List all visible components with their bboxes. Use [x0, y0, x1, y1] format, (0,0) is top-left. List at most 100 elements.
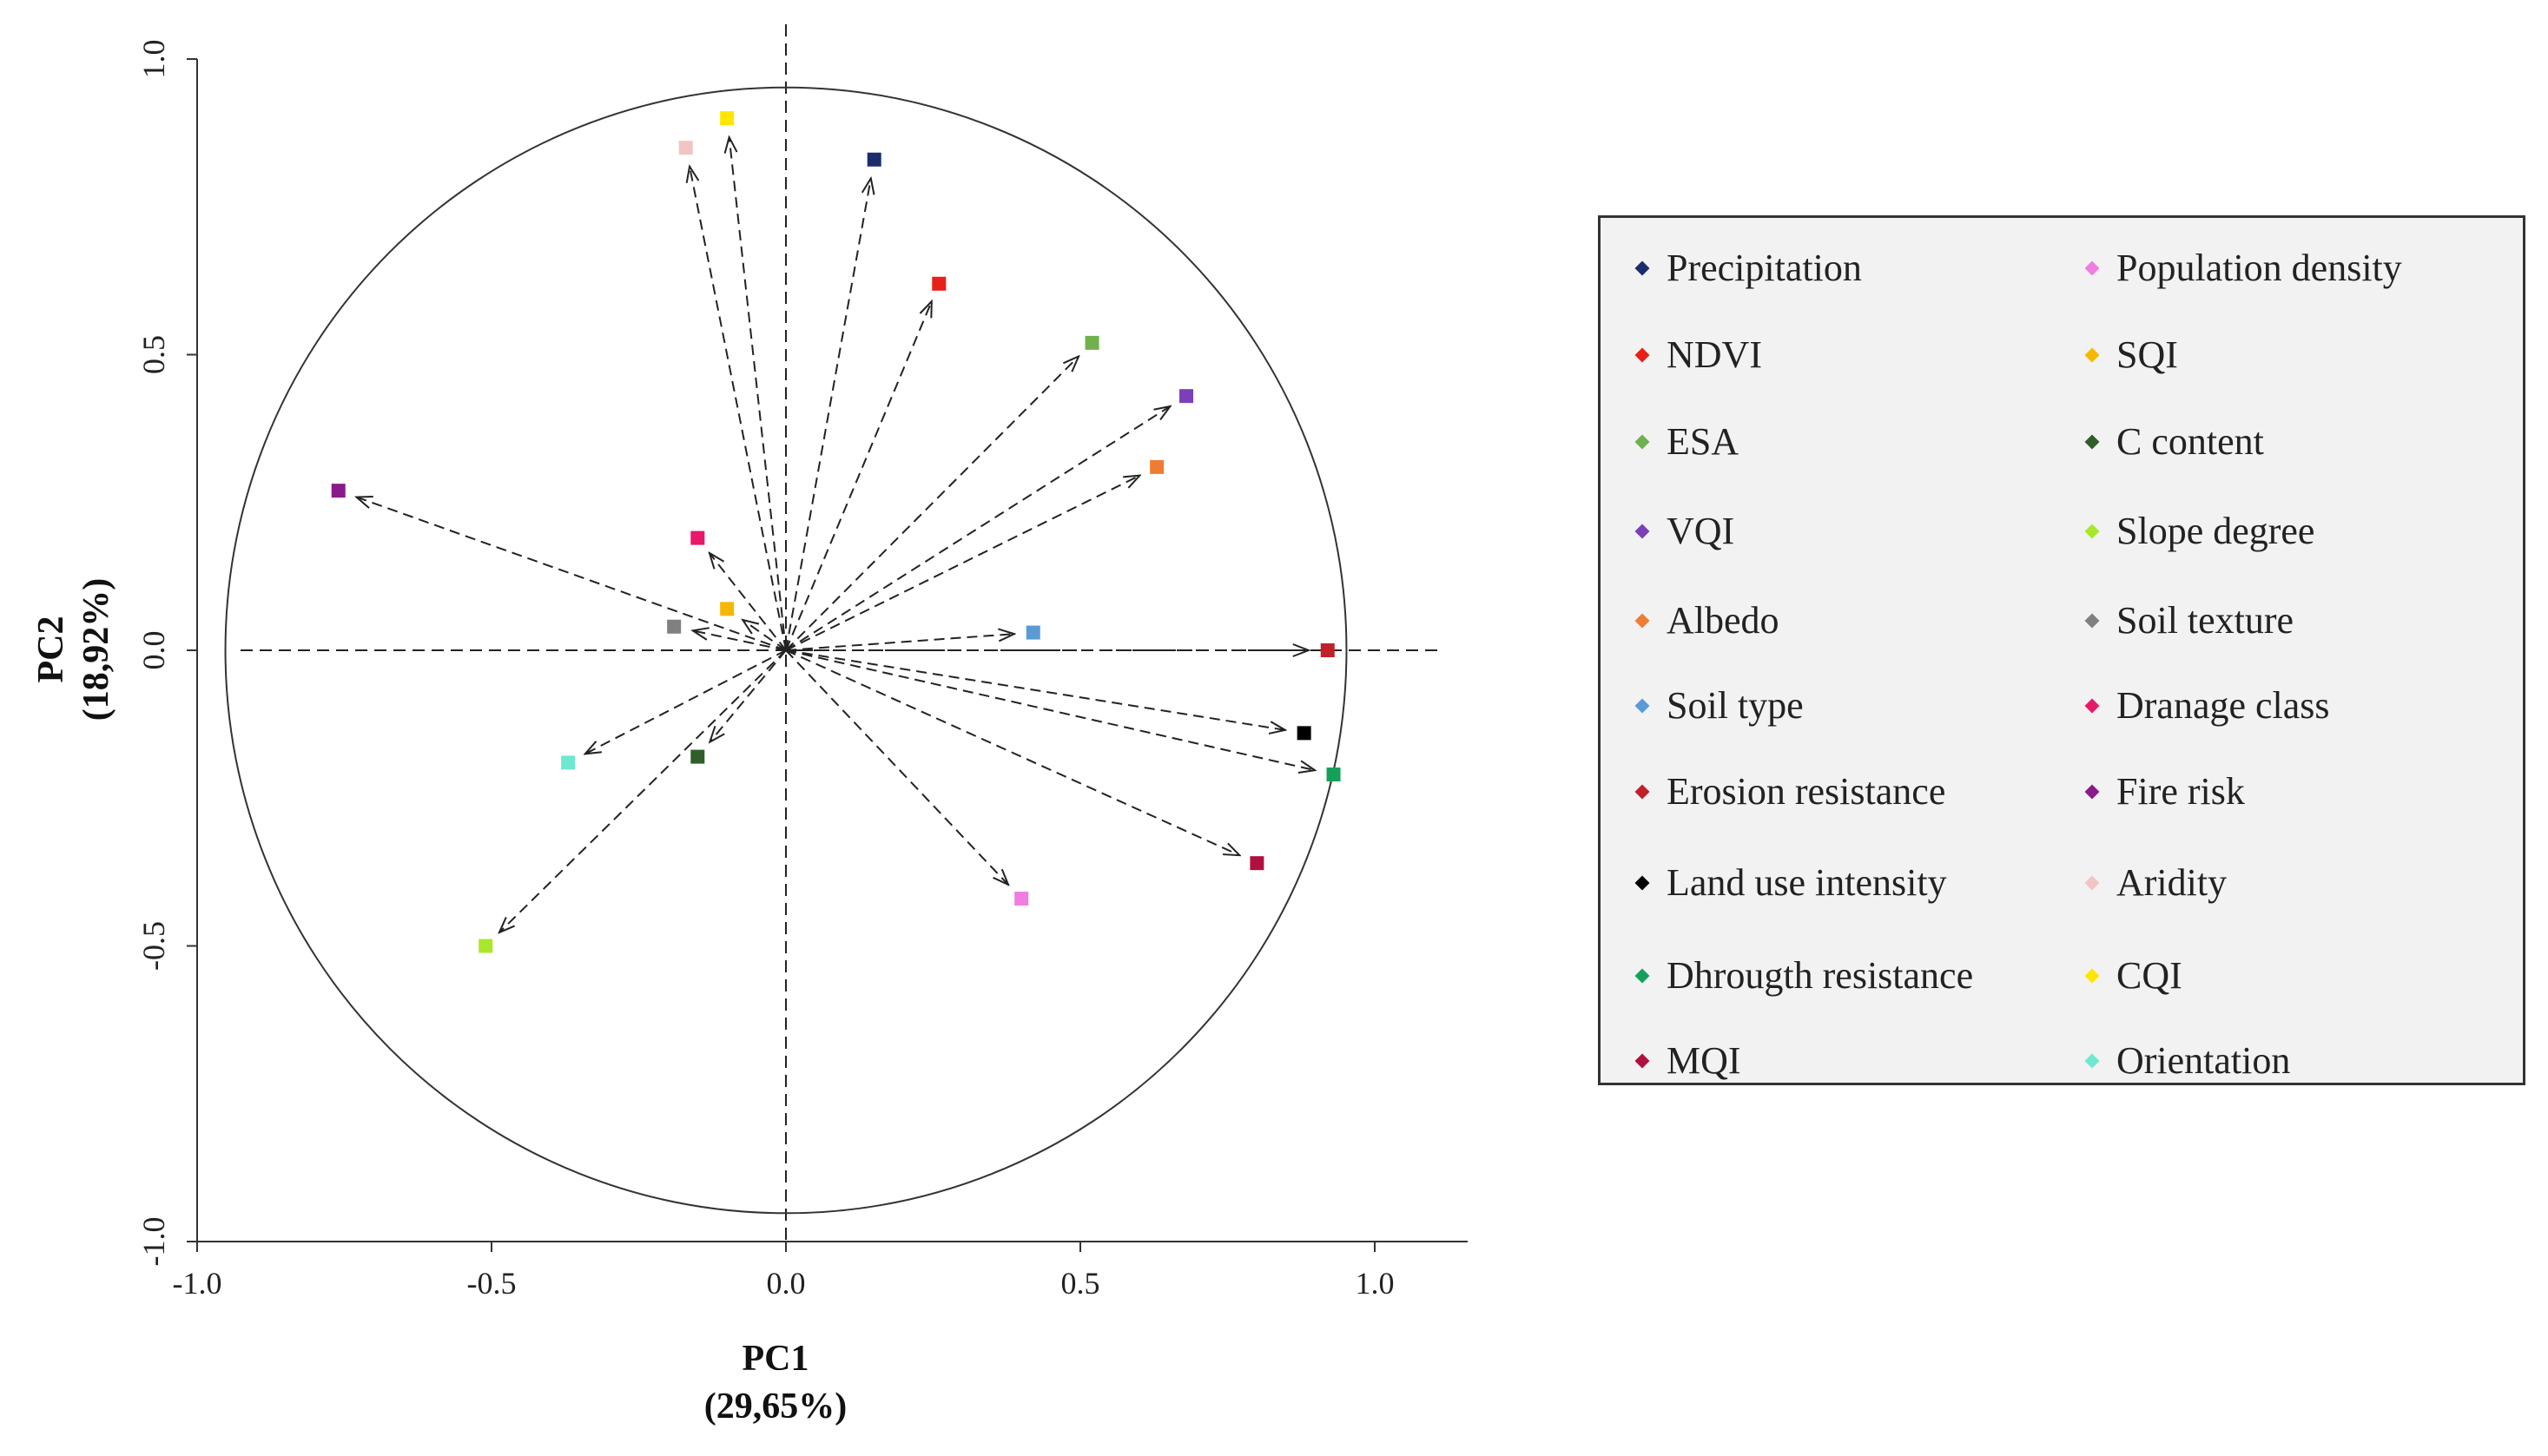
arrow-aridity	[690, 167, 787, 651]
y-tick-label: 1.0	[136, 40, 171, 79]
point-aridity	[678, 141, 693, 155]
point-soil-texture	[667, 619, 682, 634]
legend-item-c-content: C content	[2084, 419, 2264, 464]
arrow-land-use-intensity	[785, 649, 1285, 730]
arrow-ndvi	[785, 301, 932, 651]
point-land-use-intensity	[1297, 726, 1311, 741]
axis-titles-layer: PC1 (29,65%) PC2 (18,92%)	[31, 578, 847, 1426]
y-tick-label: 0.5	[136, 335, 171, 374]
x-tick-label: -1.0	[173, 1266, 222, 1301]
y-tick-label: -1.0	[136, 1217, 171, 1267]
legend-label: Dhrougth resistance	[1667, 954, 1974, 997]
y-tick-label: 0.0	[136, 631, 171, 670]
arrow-slope-degree	[499, 649, 787, 932]
legend-marker	[1634, 434, 1650, 449]
legend-label: C content	[2116, 420, 2264, 463]
legend-marker	[2084, 784, 2100, 799]
y-axis-title: PC2	[31, 616, 71, 683]
point-albedo	[1150, 459, 1165, 474]
point-precipitation	[867, 152, 881, 167]
legend-label: Slope degree	[2116, 510, 2315, 552]
legend-item-cqi: CQI	[2084, 953, 2182, 998]
x-tick-label: -0.5	[467, 1266, 517, 1301]
legend-item-precipitation: Precipitation	[1634, 246, 1862, 290]
legend-label: Orientation	[2116, 1039, 2291, 1082]
legend-item-erosion-resistance: Erosion resistance	[1634, 769, 1946, 814]
legend-item-sqi: SQI	[2084, 333, 2178, 377]
legend-item-orientation: Orientation	[2084, 1038, 2291, 1083]
point-soil-type	[1026, 625, 1040, 640]
legend-marker	[2084, 698, 2100, 713]
legend-label: Population density	[2116, 247, 2402, 289]
legend-marker	[2084, 524, 2100, 538]
arrow-c-content	[710, 649, 787, 742]
legend-label: Soil texture	[2116, 599, 2294, 642]
point-dranage-class	[690, 530, 705, 545]
legend-label: Soil type	[1667, 684, 1804, 727]
x-axis-subtitle: (29,65%)	[704, 1387, 847, 1426]
legend-label: Erosion resistance	[1667, 770, 1946, 813]
arrow-mqi	[785, 649, 1239, 855]
legend-marker	[1634, 260, 1650, 275]
legend-marker	[2084, 875, 2100, 890]
point-erosion-resistance	[1320, 643, 1335, 657]
legend-item-esa: ESA	[1634, 419, 1739, 464]
legend-label: MQI	[1667, 1039, 1741, 1082]
axes-layer	[187, 24, 1468, 1252]
point-orientation	[561, 755, 576, 770]
arrow-orientation	[585, 649, 787, 754]
legend-label: Precipitation	[1667, 247, 1862, 289]
arrow-albedo	[785, 476, 1139, 651]
point-slope-degree	[479, 939, 493, 953]
legend-item-dhrougth-resistance: Dhrougth resistance	[1634, 953, 1974, 998]
x-axis-title: PC1	[743, 1339, 809, 1379]
point-ndvi	[932, 276, 947, 291]
arrow-vqi	[785, 406, 1170, 651]
legend-label: Fire risk	[2116, 770, 2245, 813]
correlation-circle	[224, 86, 1348, 1215]
legend-item-soil-texture: Soil texture	[2084, 598, 2294, 642]
point-population-density	[1014, 892, 1029, 906]
correlation-circle-layer	[224, 86, 1348, 1215]
point-cqi	[720, 111, 735, 126]
x-tick-label: 1.0	[1356, 1266, 1395, 1301]
loading-arrows-layer	[356, 137, 1315, 932]
x-tick-label: 0.5	[1061, 1266, 1100, 1301]
legend-item-dranage-class: Dranage class	[2084, 683, 2330, 728]
point-c-content	[690, 749, 705, 764]
legend-label: ESA	[1667, 420, 1739, 463]
legend-label: Dranage class	[2116, 684, 2330, 727]
legend-marker	[2084, 968, 2100, 983]
legend-marker	[1634, 1053, 1650, 1068]
legend: Precipitation Population density NDVI SQI ES…	[1598, 215, 2525, 1085]
legend-label: Albedo	[1667, 599, 1779, 642]
legend-marker	[2084, 613, 2100, 628]
legend-marker	[1634, 698, 1650, 713]
legend-marker	[1634, 784, 1650, 799]
legend-item-aridity: Aridity	[2084, 860, 2228, 905]
point-dhrougth-resistance	[1326, 768, 1341, 782]
legend-item-albedo: Albedo	[1634, 598, 1779, 642]
point-vqi	[1179, 389, 1194, 404]
arrow-esa	[785, 356, 1079, 651]
point-sqi	[720, 602, 735, 616]
legend-item-soil-type: Soil type	[1634, 683, 1804, 728]
legend-label: NDVI	[1667, 333, 1762, 376]
tick-labels-layer: -1.0 -0.5 0.0 0.5 1.0 1.0 0.5 0.0 -0.5 -1.0	[136, 40, 1395, 1301]
legend-item-fire-risk: Fire risk	[2084, 769, 2245, 814]
arrow-soil-type	[785, 634, 1014, 651]
legend-item-slope-degree: Slope degree	[2084, 509, 2315, 553]
loading-points-layer	[331, 111, 1341, 953]
legend-marker	[2084, 347, 2100, 362]
legend-label: Land use intensity	[1667, 861, 1947, 904]
legend-label: Aridity	[2116, 861, 2228, 904]
arrow-dranage-class	[710, 553, 787, 651]
arrow-population-density	[785, 649, 1008, 885]
legend-item-mqi: MQI	[1634, 1038, 1741, 1083]
legend-marker	[2084, 434, 2100, 449]
legend-item-population-density: Population density	[2084, 246, 2402, 290]
legend-label: VQI	[1667, 510, 1735, 552]
legend-marker	[2084, 260, 2100, 275]
arrow-precipitation	[785, 178, 871, 651]
legend-label: CQI	[2116, 954, 2182, 997]
